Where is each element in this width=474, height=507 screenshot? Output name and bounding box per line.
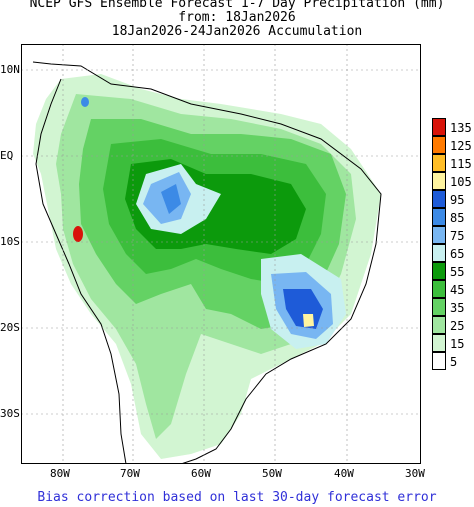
legend-swatch — [432, 262, 446, 280]
legend-label: 45 — [450, 283, 465, 297]
precip-max-colombia — [81, 97, 89, 107]
lat-label-10n: 10N — [0, 63, 20, 76]
precip-region-75 — [161, 184, 181, 214]
lat-label-10s: 10S — [0, 235, 20, 248]
lon-label-70w: 70W — [120, 467, 140, 480]
legend-label: 35 — [450, 301, 465, 315]
legend-label: 75 — [450, 229, 465, 243]
legend-label: 15 — [450, 337, 465, 351]
legend-swatch — [432, 208, 446, 226]
lat-label-20s: 20S — [0, 321, 20, 334]
legend-swatch — [432, 334, 446, 352]
precip-region-east-105 — [303, 314, 314, 327]
precipitation-map — [21, 44, 421, 464]
lon-label-40w: 40W — [334, 467, 354, 480]
precip-field — [33, 74, 381, 459]
legend-swatch — [432, 118, 446, 136]
legend-label: 95 — [450, 193, 465, 207]
lat-label-30s: 30S — [0, 407, 20, 420]
legend-label: 105 — [450, 175, 472, 189]
legend-label: 85 — [450, 211, 465, 225]
forecast-init-date: from: 18Jan2026 — [178, 10, 296, 25]
lon-label-80w: 80W — [50, 467, 70, 480]
legend-swatch — [432, 352, 446, 370]
legend-label: 55 — [450, 265, 465, 279]
graticule — [21, 44, 421, 464]
legend-swatch — [432, 136, 446, 154]
precip-max-peru — [73, 226, 83, 242]
legend-swatch — [432, 172, 446, 190]
legend-label: 5 — [450, 355, 458, 369]
coastline — [32, 61, 382, 464]
legend-label: 115 — [450, 157, 472, 171]
lon-label-30w: 30W — [405, 467, 425, 480]
legend-swatch — [432, 226, 446, 244]
legend-swatch — [432, 190, 446, 208]
legend-swatch — [432, 154, 446, 172]
legend-label: 65 — [450, 247, 465, 261]
accumulation-period: 18Jan2026-24Jan2026 Accumulation — [111, 24, 363, 39]
legend-swatch — [432, 316, 446, 334]
legend-label: 25 — [450, 319, 465, 333]
legend-label: 135 — [450, 121, 472, 135]
legend-swatch — [432, 244, 446, 262]
lat-label-eq: EQ — [0, 149, 14, 162]
lon-label-60w: 60W — [191, 467, 211, 480]
bias-correction-note: Bias correction based on last 30-day for… — [37, 490, 437, 505]
legend-label: 125 — [450, 139, 472, 153]
map-title: NCEP GFS Ensemble Forecast 1-7 Day Preci… — [29, 0, 445, 11]
lon-label-50w: 50W — [262, 467, 282, 480]
legend-swatch — [432, 298, 446, 316]
legend-swatch — [432, 280, 446, 298]
